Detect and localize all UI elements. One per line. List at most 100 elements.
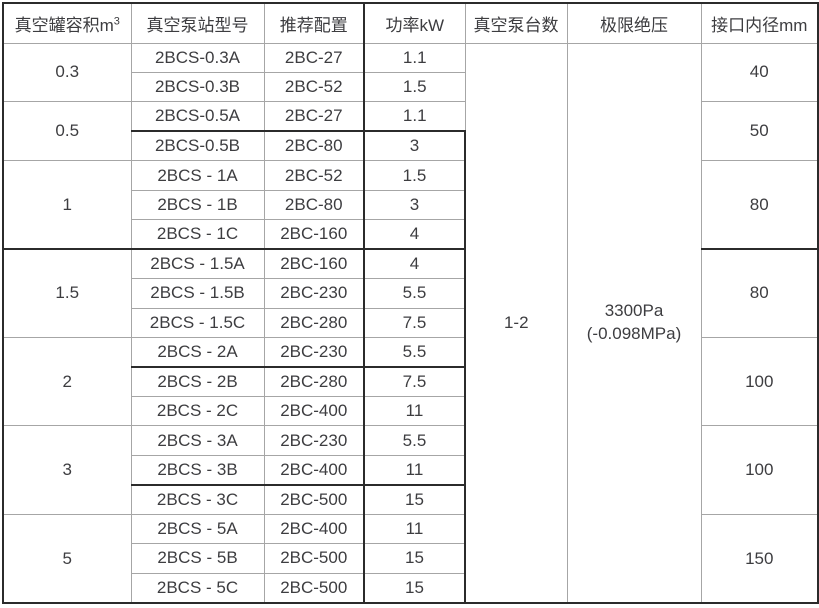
model-cell: 2BCS - 2B [130, 365, 265, 398]
model-cell: 2BCS - 3C [130, 483, 265, 516]
power-cell: 3 [363, 189, 466, 220]
table-row: 2BCS - 3C 2BC-500 15 [3, 483, 818, 516]
config-cell: 2BC-52 [263, 160, 365, 191]
config-cell: 2BC-27 [263, 42, 365, 73]
model-cell: 2BCS - 5B [130, 543, 265, 574]
config-cell: 2BC-80 [263, 189, 365, 220]
model-cell: 2BCS - 1.5B [130, 278, 265, 309]
table-row: 2BCS - 2C 2BC-400 11 [3, 396, 818, 427]
model-cell: 2BCS - 2C [130, 396, 265, 427]
volume-cell: 2 [2, 336, 132, 427]
header-volume: 真空罐容积m3 [2, 2, 132, 44]
power-cell: 4 [363, 218, 466, 250]
table-row: 2BCS - 1.5C 2BC-280 7.5 [3, 307, 818, 338]
header-model: 真空泵站型号 [130, 2, 265, 44]
table-row: 1.5 2BCS - 1.5A 2BC-160 4 80 [2, 248, 819, 338]
model-cell: 2BCS - 3A [130, 425, 265, 456]
pump-count-cell: 1-2 [464, 42, 568, 604]
config-cell: 2BC-400 [263, 514, 365, 545]
power-cell: 15 [363, 543, 466, 574]
power-cell: 11 [363, 514, 466, 545]
table-row: 2BCS - 1B 2BC-80 3 [3, 189, 818, 220]
model-cell: 2BCS - 5C [130, 572, 265, 604]
config-cell: 2BC-500 [263, 543, 365, 574]
power-cell: 11 [363, 454, 466, 486]
header-row: 真空罐容积m3 真空泵站型号 推荐配置 功率kW 真空泵台数 极限绝压 接口内径… [2, 2, 819, 44]
table-row: 2BCS - 1.5B 2BC-230 5.5 [3, 278, 818, 309]
model-cell: 2BCS-0.3A [130, 42, 265, 73]
config-cell: 2BC-400 [263, 454, 365, 486]
config-cell: 2BC-160 [263, 248, 365, 280]
power-cell: 15 [363, 483, 466, 516]
table-row: 2BCS - 2B 2BC-280 7.5 [3, 365, 818, 398]
table-row: 2 2BCS - 2A 2BC-230 5.5 100 [2, 336, 819, 427]
config-cell: 2BC-160 [263, 218, 365, 250]
diameter-cell: 150 [700, 514, 819, 604]
volume-cell: 3 [2, 425, 132, 516]
pressure-cell: 3300Pa (-0.098MPa) [566, 42, 702, 604]
header-config: 推荐配置 [263, 2, 365, 44]
config-cell: 2BC-230 [263, 425, 365, 456]
table-row: 5 2BCS - 5A 2BC-400 11 150 [2, 514, 819, 604]
pressure-line2: (-0.098MPa) [586, 323, 682, 343]
diameter-cell: 100 [700, 425, 819, 516]
config-cell: 2BC-280 [263, 307, 365, 338]
model-cell: 2BCS - 1C [130, 218, 265, 250]
table-row: 2BCS - 3B 2BC-400 11 [3, 454, 818, 486]
table-row: 0.3 2BCS-0.3A 2BC-27 1.1 1-2 3300Pa (-0.… [2, 42, 819, 604]
header-pump-count: 真空泵台数 [464, 2, 568, 44]
volume-cell: 1 [2, 160, 132, 250]
power-cell: 5.5 [363, 278, 466, 309]
config-cell: 2BC-27 [263, 100, 365, 132]
power-cell: 1.5 [363, 160, 466, 191]
diameter-cell: 80 [700, 160, 819, 250]
power-cell: 5.5 [363, 336, 466, 368]
config-cell: 2BC-52 [263, 71, 365, 102]
volume-cell: 0.3 [2, 42, 132, 102]
table-row: 2BCS-0.5B 2BC-80 3 [3, 130, 818, 162]
model-cell: 2BCS-0.5A [130, 100, 265, 132]
diameter-cell: 50 [700, 100, 819, 162]
header-volume-sup: 3 [113, 15, 120, 28]
diameter-cell: 40 [700, 42, 819, 102]
model-cell: 2BCS-0.3B [130, 71, 265, 102]
power-cell: 4 [363, 248, 466, 280]
table-row: 0.5 2BCS-0.5A 2BC-27 1.1 50 [2, 100, 819, 162]
power-cell: 1.1 [363, 42, 466, 73]
model-cell: 2BCS - 5A [130, 514, 265, 545]
model-cell: 2BCS - 1.5A [130, 248, 265, 280]
model-cell: 2BCS - 1A [130, 160, 265, 191]
power-cell: 7.5 [363, 307, 466, 338]
header-power: 功率kW [363, 2, 466, 44]
config-cell: 2BC-280 [263, 365, 365, 398]
power-cell: 15 [363, 572, 466, 604]
power-cell: 11 [363, 396, 466, 427]
volume-cell: 1.5 [2, 248, 132, 338]
diameter-cell: 80 [700, 248, 819, 338]
model-cell: 2BCS - 1B [130, 189, 265, 220]
header-volume-text: 真空罐容积m [14, 15, 114, 35]
config-cell: 2BC-500 [263, 572, 365, 604]
config-cell: 2BC-400 [263, 396, 365, 427]
table-row: 2BCS - 5C 2BC-500 15 [3, 572, 818, 604]
config-cell: 2BC-230 [263, 278, 365, 309]
table-row: 2BCS - 5B 2BC-500 15 [3, 543, 818, 574]
config-cell: 2BC-80 [263, 130, 365, 162]
table-row: 1 2BCS - 1A 2BC-52 1.5 80 [2, 160, 819, 250]
config-cell: 2BC-500 [263, 483, 365, 516]
power-cell: 7.5 [363, 365, 466, 398]
config-cell: 2BC-230 [263, 336, 365, 368]
power-cell: 1.5 [363, 71, 466, 102]
diameter-cell: 100 [700, 336, 819, 427]
model-cell: 2BCS-0.5B [130, 130, 265, 162]
model-cell: 2BCS - 2A [130, 336, 265, 368]
header-pressure: 极限绝压 [566, 2, 702, 44]
power-cell: 5.5 [363, 425, 466, 456]
model-cell: 2BCS - 1.5C [130, 307, 265, 338]
pressure-line1: 3300Pa [604, 300, 664, 320]
table-row: 3 2BCS - 3A 2BC-230 5.5 100 [2, 425, 819, 516]
power-cell: 3 [363, 130, 466, 162]
header-diameter: 接口内径mm [700, 2, 819, 44]
table-row: 2BCS-0.3B 2BC-52 1.5 [3, 71, 818, 102]
power-cell: 1.1 [363, 100, 466, 132]
